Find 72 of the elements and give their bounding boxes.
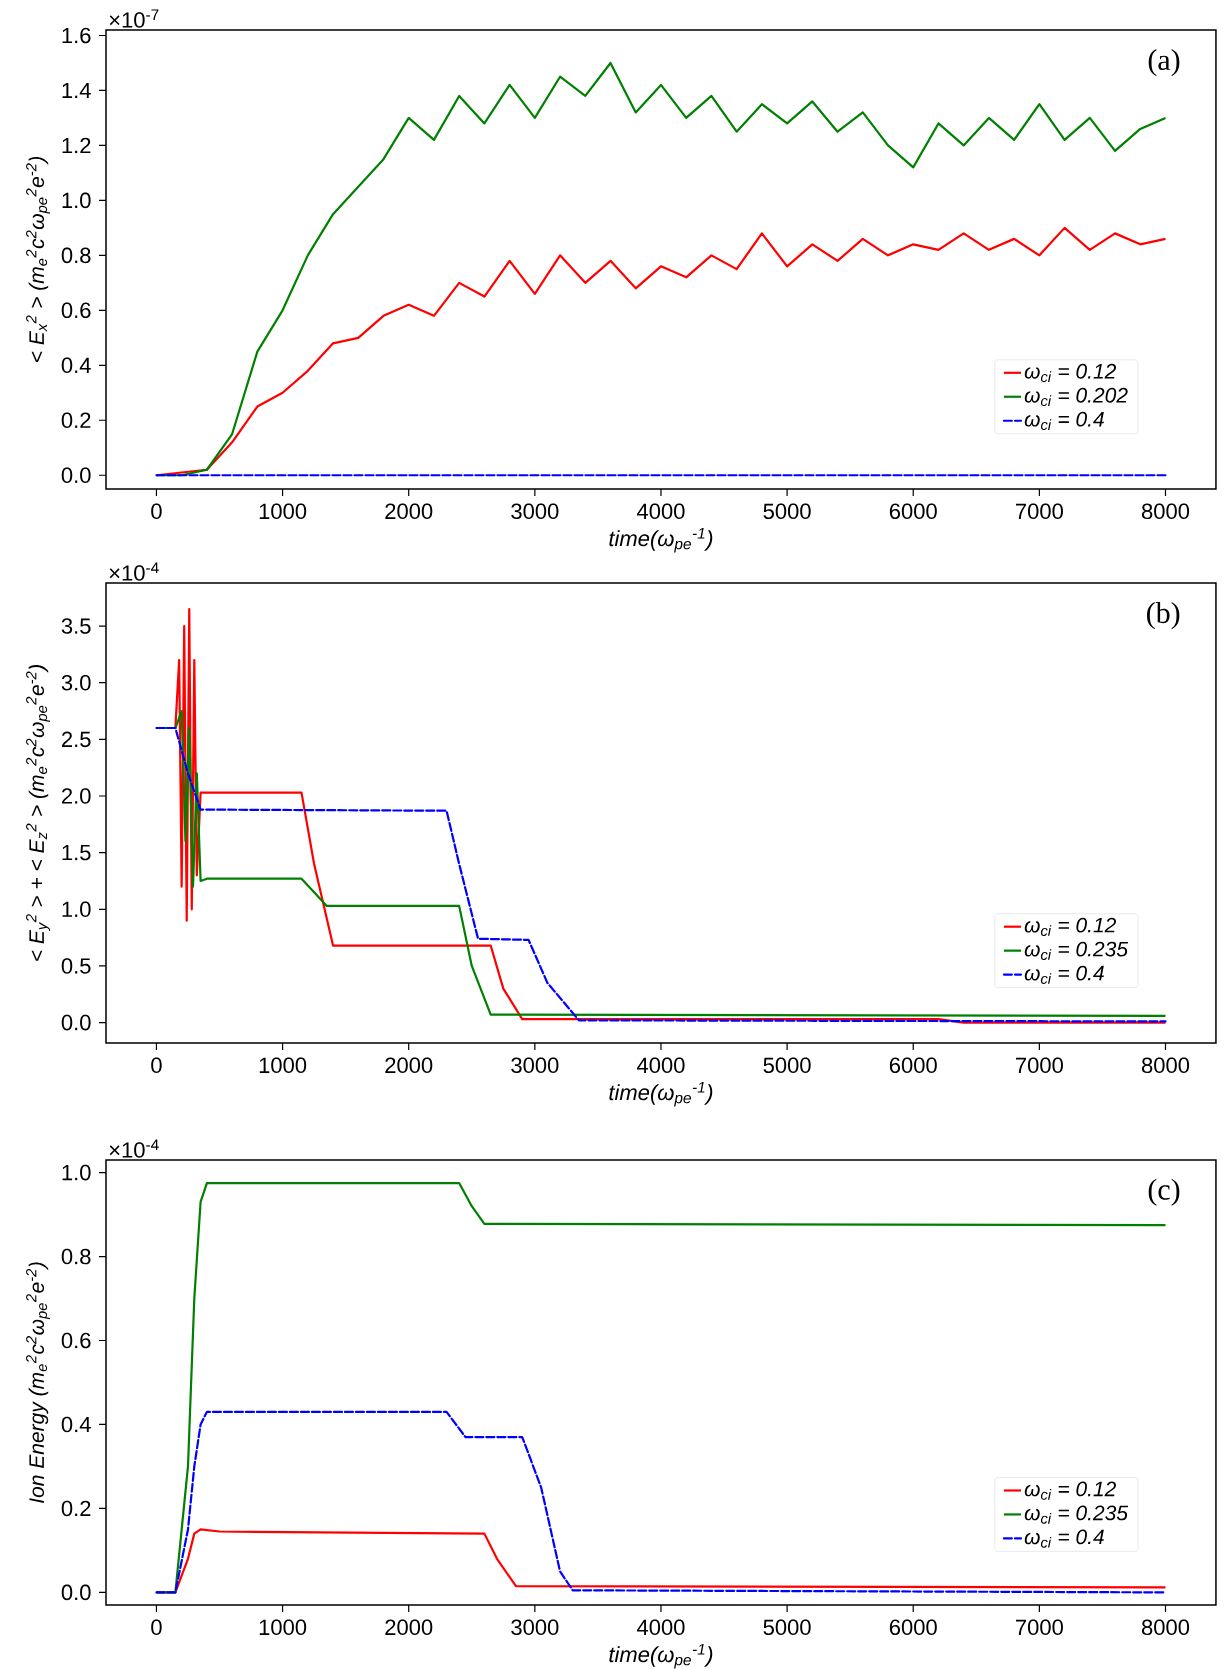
y-tick-label: 0.4 [61,357,91,374]
x-tick-label: 7000 [1016,1057,1063,1074]
x-tick-label: 2000 [385,1057,433,1074]
x-tick-label: 0 [151,1057,162,1074]
text: ×10$^{-4}$ [109,562,159,581]
y-tick-label: 2.5 [62,731,91,748]
x-tick-label: 1000 [259,1057,307,1074]
x-tick-label: 8000 [1141,503,1190,520]
x-axis-title: time(ω$_{pe}$$^{-1}$) [609,1643,713,1669]
x-tick-label: 6000 [889,1619,937,1636]
x-tick-label: 5000 [763,503,811,520]
annotation: (c) [1148,1178,1180,1206]
y-tick-label: 0.6 [61,302,91,319]
x-tick-label: 8000 [1141,1057,1190,1074]
x-tick-label: 3000 [511,1619,559,1636]
x-tick-label: 4000 [637,503,685,520]
legend-label: ω$_{ci}$ = 0.12 [1024,1481,1117,1500]
x-tick-label: 4000 [637,1619,685,1636]
annotation: (a) [1148,48,1180,77]
x-tick-label: 8000 [1141,1619,1190,1636]
y-tick-label: 0.8 [61,1248,91,1265]
text: < E$_{x}$$^{2}$ > (m$_{e}$$^{2}$c$^{2}$ω$_{pe}$$^{2}$e$^{-2}$) [26,156,51,362]
annotation: (b) [1147,602,1180,630]
legend-label: ω$_{ci}$ = 0.4 [1024,965,1104,984]
y-tick-label: 0.0 [61,1014,91,1031]
y-tick-label: 1.0 [62,192,91,209]
x-tick-label: 2000 [385,503,433,520]
legend-label: ω$_{ci}$ = 0.4 [1024,411,1104,431]
x-tick-label: 1000 [259,503,307,520]
legend-label: ω$_{ci}$ = 0.12 [1024,917,1117,937]
y-tick-label: 1.0 [62,1164,91,1181]
y-tick-label: 1.2 [62,137,91,154]
x-tick-label: 7000 [1016,503,1063,520]
text: ×10$^{-7}$ [109,9,159,28]
x-tick-label: 4000 [637,1057,685,1074]
x-tick-label: 0 [151,503,162,520]
y-tick-label: 0.0 [61,467,91,484]
x-tick-label: 2000 [385,1619,433,1636]
legend-label: ω$_{ci}$ = 0.4 [1024,1529,1104,1548]
y-tick-label: 1.0 [62,901,91,918]
legend-label: ω$_{ci}$ = 0.235 [1024,941,1129,960]
y-tick-label: 1.4 [62,82,91,99]
x-tick-label: 6000 [889,1057,937,1074]
y-tick-label: 0.0 [61,1584,91,1601]
y-tick-label: 0.2 [61,1500,91,1517]
y-tick-label: 1.6 [62,27,91,44]
y-tick-label: 0.8 [61,247,91,264]
y-tick-label: 3.5 [61,618,91,634]
x-tick-label: 7000 [1016,1619,1063,1636]
y-tick-label: 0.5 [61,958,91,974]
x-tick-label: 3000 [511,1057,559,1074]
x-tick-label: 0 [151,1619,162,1636]
y-tick-label: 0.4 [61,1416,91,1433]
text: < E$_{y}$$^{2}$ > + < E$_{z}$$^{2}$ > (m$_{e}$$^{2}$c$^{2}$ω$_{pe}$$^{2}$e$^{-2}$) [26,665,51,961]
y-tick-label: 1.5 [62,844,91,861]
y-tick-label: 2.0 [62,788,91,804]
x-tick-label: 6000 [889,503,937,520]
legend-label: ω$_{ci}$ = 0.235 [1024,1505,1129,1524]
text: ×10$^{-4}$ [109,1139,159,1158]
y-tick-label: 3.0 [61,674,91,691]
x-axis-title: time(ω$_{pe}$$^{-1}$) [609,527,713,553]
y-tick-label: 0.6 [61,1332,91,1349]
legend-label: ω$_{ci}$ = 0.12 [1024,363,1117,383]
x-tick-label: 5000 [763,1619,811,1636]
x-tick-label: 1000 [259,1619,307,1636]
text: Ion Energy (m$_{e}$$^{2}$c$^{2}$ω$_{pe}$$^{2}$e$^{-2}$) [26,1262,51,1503]
x-tick-label: 3000 [511,503,559,520]
x-tick-label: 5000 [763,1057,811,1074]
line-series [155,1410,1167,1594]
y-tick-label: 0.2 [61,412,91,429]
x-axis-title: time(ω$_{pe}$$^{-1}$) [609,1081,713,1107]
legend-label: ω$_{ci}$ = 0.202 [1024,387,1128,407]
